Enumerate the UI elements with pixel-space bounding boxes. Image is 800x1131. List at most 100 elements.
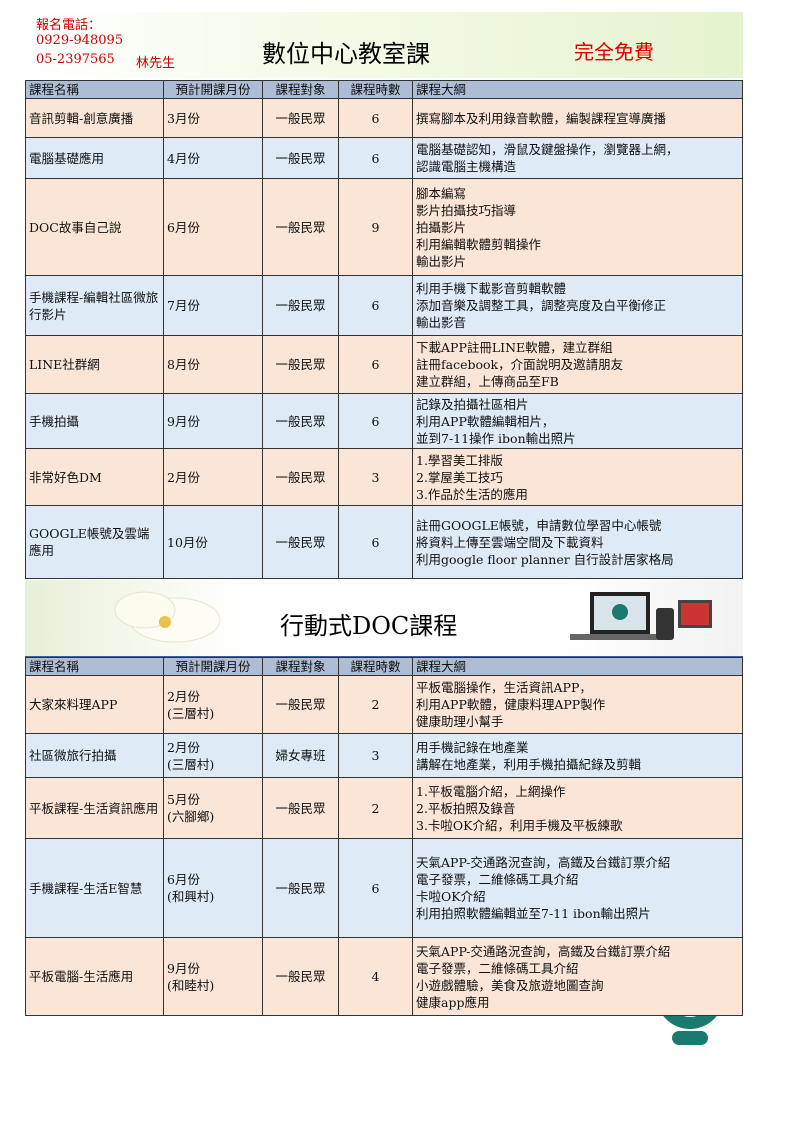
course-name: 社區微旅行拍攝 bbox=[25, 733, 164, 778]
hours: 6 bbox=[338, 335, 413, 394]
outline: 天氣APP-交通路況查詢，高鐵及台鐵訂票介紹 電子發票，二維條碼工具介紹 小遊戲體驗… bbox=[412, 937, 743, 1016]
cell-line: 4月份 bbox=[167, 150, 200, 166]
cell-line: 輸出影片 bbox=[416, 253, 467, 269]
hours: 6 bbox=[338, 137, 413, 179]
hours: 4 bbox=[338, 937, 413, 1016]
cell-line: 腳本編寫 bbox=[416, 185, 467, 201]
cell-line: 用手機記錄在地產業 bbox=[416, 739, 529, 755]
course-name: 非常好色DM bbox=[25, 448, 164, 506]
cell-line: 添加音樂及調整工具，調整亮度及白平衡修正 bbox=[416, 298, 667, 313]
month: 9月份 (和睦村) bbox=[163, 937, 263, 1016]
hours: 6 bbox=[338, 838, 413, 938]
hours: 2 bbox=[338, 675, 413, 734]
cell-line: 2月份 bbox=[167, 739, 200, 755]
course-name: 音訊剪輯-創意廣播 bbox=[25, 98, 164, 138]
month: 3月份 bbox=[163, 98, 263, 138]
course-name: 平板電腦-生活應用 bbox=[25, 937, 164, 1016]
course-name: 平板課程-生活資訊應用 bbox=[25, 777, 164, 839]
cell-line: (三層村) bbox=[167, 705, 215, 721]
cell-line: 10月份 bbox=[167, 534, 208, 550]
audience: 一般民眾 bbox=[262, 137, 339, 179]
hours: 6 bbox=[338, 505, 413, 579]
month: 7月份 bbox=[163, 275, 263, 336]
column-header: 預計開課月份 bbox=[163, 80, 263, 99]
audience: 一般民眾 bbox=[262, 98, 339, 138]
cell-line: 6月份 bbox=[167, 219, 200, 235]
outline: 平板電腦操作，生活資訊APP， 利用APP軟體，健康料理APP製作 健康助理小幫手 bbox=[412, 675, 743, 734]
section-title: 行動式DOC課程 bbox=[280, 612, 458, 640]
cell-line: 2.掌屋美工技巧 bbox=[416, 469, 503, 485]
cell-line: (六腳鄉) bbox=[167, 809, 215, 824]
outline: 記錄及拍攝社區相片 利用APP軟體編輯相片， 並到7-11操作 ibon輸出照片 bbox=[412, 393, 743, 449]
column-header: 課程大綱 bbox=[412, 657, 743, 676]
column-header: 課程對象 bbox=[262, 657, 339, 676]
cell-line: 認識電腦主機構造 bbox=[416, 159, 517, 174]
outline: 腳本編寫 影片拍攝技巧指導 拍攝影片 利用編輯軟體剪輯操作 輸出影片 bbox=[412, 178, 743, 276]
cell-line: 卡啦OK介紹 bbox=[416, 889, 486, 904]
cell-line: 利用手機下載影音剪輯軟體 bbox=[416, 281, 567, 296]
outline: 天氣APP-交通路況查詢，高鐵及台鐵訂票介紹 電子發票，二維條碼工具介紹 卡啦OK介… bbox=[412, 838, 743, 938]
cell-line: 7月份 bbox=[167, 298, 200, 313]
audience: 一般民眾 bbox=[262, 937, 339, 1016]
cell-line: 3月份 bbox=[167, 110, 200, 126]
month: 6月份 bbox=[163, 178, 263, 276]
course-name: 手機課程-生活E智慧 bbox=[25, 838, 164, 938]
audience: 一般民眾 bbox=[262, 675, 339, 734]
cell-line: 利用APP軟體編輯相片， bbox=[416, 413, 555, 429]
outline: 下載APP註冊LINE軟體，建立群組 註冊facebook，介面說明及邀請朋友 建立… bbox=[412, 335, 743, 394]
cell-line: 2月份 bbox=[167, 469, 200, 485]
cell-line: 2.平板拍照及錄音 bbox=[416, 800, 516, 816]
outline: 1.平板電腦介紹，上網操作 2.平板拍照及錄音 3.卡啦OK介紹，利用手機及平板練歌 bbox=[412, 777, 743, 839]
hours: 6 bbox=[338, 98, 413, 138]
cell-line: 記錄及拍攝社區相片 bbox=[416, 396, 529, 412]
cell-line: 5月份 bbox=[167, 792, 200, 807]
cell-line: 電子發票，二維條碼工具介紹 bbox=[416, 960, 579, 976]
course-name: GOOGLE帳號及雲端應用 bbox=[25, 505, 164, 579]
outline: 電腦基礎認知，滑鼠及鍵盤操作，瀏覽器上網， 認識電腦主機構造 bbox=[412, 137, 743, 179]
cell-line: 講解在地產業，利用手機拍攝紀錄及剪輯 bbox=[416, 756, 642, 772]
cell-line: 註冊facebook，介面說明及邀請朋友 bbox=[416, 357, 624, 372]
cell-line: 天氣APP-交通路況查詢，高鐵及台鐵訂票介紹 bbox=[416, 855, 671, 870]
phone: 0929-948095 bbox=[36, 33, 124, 48]
outline: 用手機記錄在地產業 講解在地產業，利用手機拍攝紀錄及剪輯 bbox=[412, 733, 743, 778]
cell-line: 利用拍照軟體編輯並至7-11 ibon輸出照片 bbox=[416, 906, 651, 921]
cell-line: 將資料上傳至雲端空間及下載資料 bbox=[416, 534, 604, 550]
title: 數位中心教室課 bbox=[262, 40, 430, 68]
cell-line: 利用APP軟體，健康料理APP製作 bbox=[416, 697, 606, 712]
flower bbox=[114, 591, 221, 643]
audience: 一般民眾 bbox=[262, 777, 339, 839]
month: 2月份 (三層村) bbox=[163, 733, 263, 778]
course-name: DOC故事自己說 bbox=[25, 178, 164, 276]
cell-line: 1.學習美工排版 bbox=[416, 452, 503, 468]
devices bbox=[570, 592, 712, 640]
hours: 3 bbox=[338, 733, 413, 778]
month: 9月份 bbox=[163, 393, 263, 449]
month: 8月份 bbox=[163, 335, 263, 394]
audience: 婦女專班 bbox=[262, 733, 339, 778]
audience: 一般民眾 bbox=[262, 178, 339, 276]
free-label: 完全免費 bbox=[574, 40, 654, 64]
cell-line: 1.平板電腦介紹，上網操作 bbox=[416, 783, 566, 799]
course-name: 手機拍攝 bbox=[25, 393, 164, 449]
month: 6月份 (和興村) bbox=[163, 838, 263, 938]
cell-line: 電腦基礎認知，滑鼠及鍵盤操作，瀏覽器上網， bbox=[416, 142, 679, 157]
contact-label: 報名電話： bbox=[36, 18, 102, 33]
course-name: 大家來料理APP bbox=[25, 675, 164, 734]
cell-line: 電子發票，二維條碼工具介紹 bbox=[416, 872, 579, 887]
cell-line: 利用google floor planner 自行設計居家格局 bbox=[416, 551, 674, 567]
cell-line: 小遊戲體驗，美食及旅遊地圖查詢 bbox=[416, 977, 604, 993]
outline: 註冊GOOGLE帳號，申請數位學習中心帳號 將資料上傳至雲端空間及下載資料 利用go… bbox=[412, 505, 743, 579]
month: 5月份 (六腳鄉) bbox=[163, 777, 263, 839]
audience: 一般民眾 bbox=[262, 335, 339, 394]
cell-line: 2月份 bbox=[167, 688, 200, 704]
cell-line: 輸出影音 bbox=[416, 315, 467, 330]
cell-line: 天氣APP-交通路況查詢，高鐵及台鐵訂票介紹 bbox=[416, 943, 671, 959]
hours: 3 bbox=[338, 448, 413, 506]
cell-line: 平板電腦操作，生活資訊APP， bbox=[416, 680, 592, 695]
column-header: 課程名稱 bbox=[25, 657, 164, 676]
cell-line: 8月份 bbox=[167, 357, 200, 372]
column-header: 課程時數 bbox=[338, 657, 413, 676]
course-name: 手機課程-編輯社區微旅行影片 bbox=[25, 275, 164, 336]
phone: 05-2397565 bbox=[36, 52, 115, 67]
